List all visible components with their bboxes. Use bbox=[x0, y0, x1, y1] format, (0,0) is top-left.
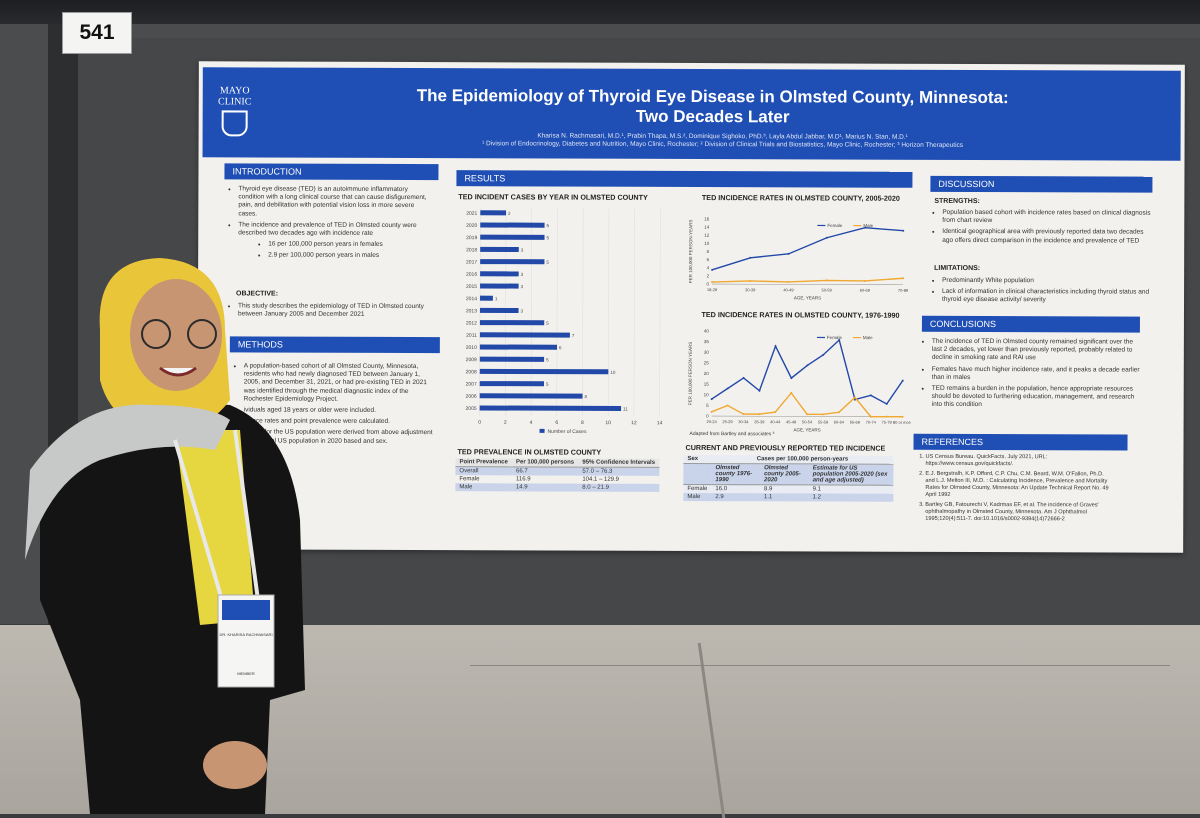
badge-name: DR. KHARISA RACHMASARI bbox=[219, 632, 272, 637]
badge-role: MEMBER bbox=[237, 671, 255, 676]
hands bbox=[203, 741, 267, 789]
badge-header-stripe bbox=[222, 600, 270, 620]
